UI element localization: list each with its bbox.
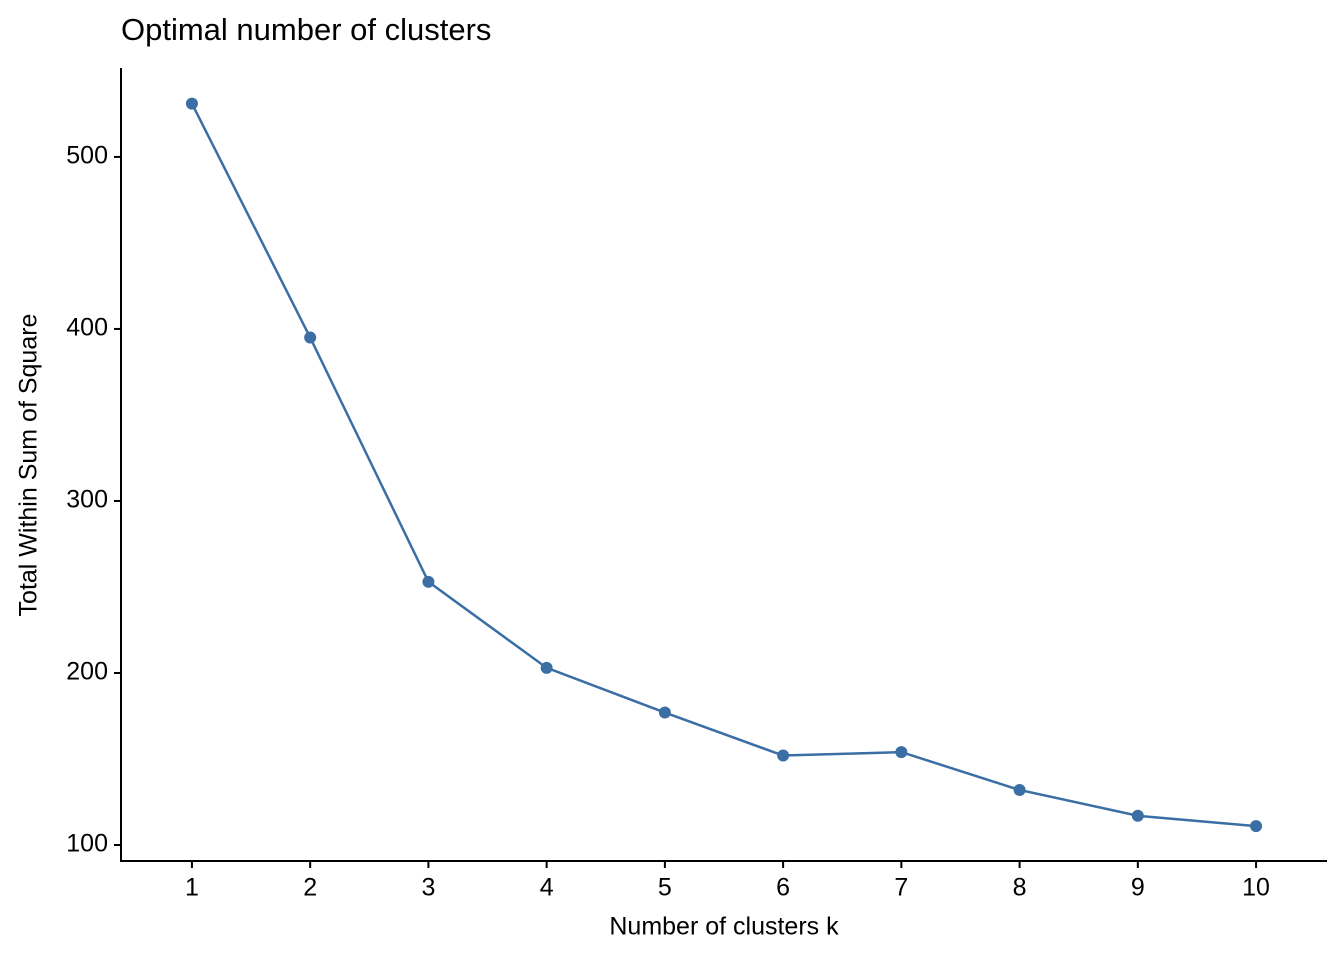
x-tick-label: 2 (303, 874, 317, 902)
x-tick-label: 10 (1242, 874, 1270, 902)
point (658, 706, 671, 719)
y-tick-label: 100 (66, 830, 108, 858)
x-tick-label: 8 (1013, 874, 1027, 902)
point (1131, 809, 1144, 822)
x-tick-label: 5 (658, 874, 672, 902)
x-tick-label: 1 (185, 874, 199, 902)
x-tick-label: 9 (1131, 874, 1145, 902)
point (422, 575, 435, 588)
y-axis-label: Total Within Sum of Square (15, 314, 43, 617)
x-axis-label: Number of clusters k (609, 913, 839, 941)
x-tick-label: 7 (894, 874, 908, 902)
point (304, 331, 317, 344)
x-tick-label: 4 (540, 874, 554, 902)
point (895, 746, 908, 759)
x-tick-label: 3 (421, 874, 435, 902)
y-tick-label: 200 (66, 658, 108, 686)
point (1013, 783, 1026, 796)
y-tick-label: 500 (66, 142, 108, 170)
point (185, 97, 198, 110)
y-tick-label: 300 (66, 486, 108, 514)
point (1250, 820, 1263, 833)
line (190, 103, 1257, 828)
y-tick-label: 400 (66, 314, 108, 342)
point (777, 749, 790, 762)
point (540, 661, 553, 674)
chart-title: Optimal number of clusters (121, 12, 491, 47)
x-tick-label: 6 (776, 874, 790, 902)
